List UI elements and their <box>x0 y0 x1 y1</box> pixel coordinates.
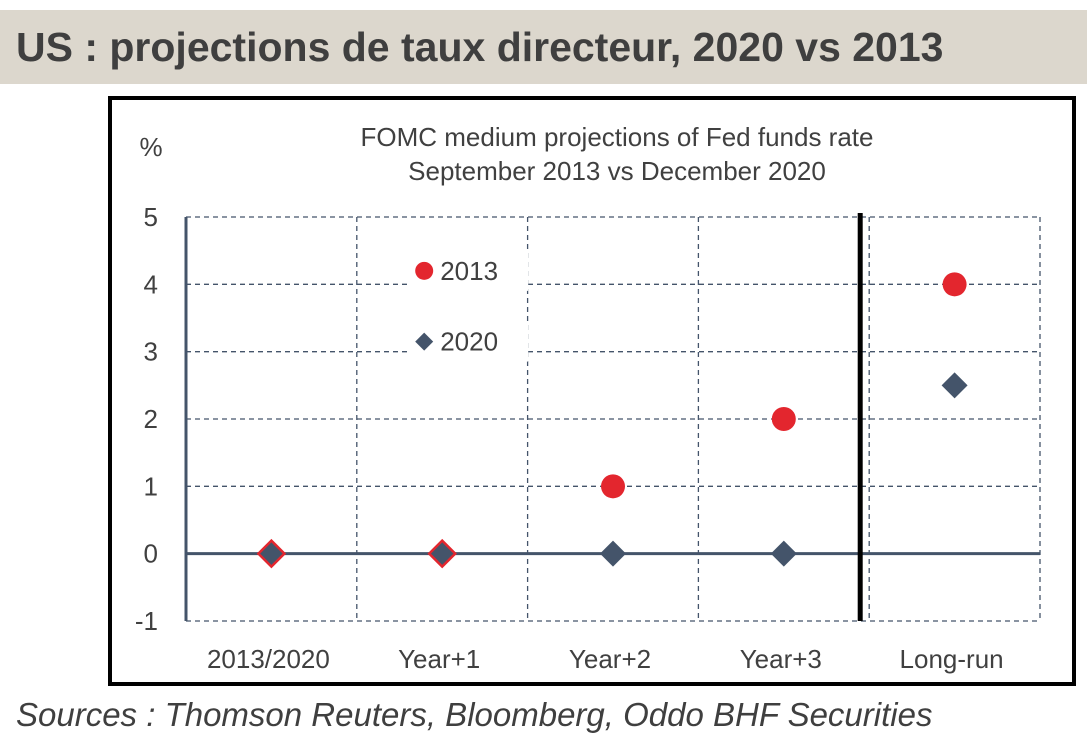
y-tick-label: 2 <box>144 404 158 434</box>
data-point-2020-4 <box>941 372 968 399</box>
chart-frame: FOMC medium projections of Fed funds rat… <box>108 96 1076 686</box>
legend-label-2020: 2020 <box>440 327 498 357</box>
y-tick-label: 3 <box>144 337 158 367</box>
y-tick-label: 4 <box>144 269 158 299</box>
data-marks <box>256 272 968 569</box>
data-point-2020-3 <box>770 540 797 567</box>
x-tick-label: Year+1 <box>398 644 480 674</box>
x-tick-label: 2013/2020 <box>207 644 330 674</box>
y-tick-label: -1 <box>135 606 158 636</box>
data-point-2013-3 <box>771 407 796 431</box>
legend-marker-2013 <box>415 261 434 280</box>
chart: FOMC medium projections of Fed funds rat… <box>135 122 1041 674</box>
y-tick-label: 5 <box>144 202 158 232</box>
chart-legend: 2013 2020 <box>408 250 529 362</box>
page-title: US : projections de taux directeur, 2020… <box>16 24 944 70</box>
x-tick-label: Long-run <box>900 644 1004 674</box>
x-tick-label: Year+2 <box>569 644 651 674</box>
y-tick-label: 1 <box>144 471 158 501</box>
data-point-2013-2 <box>601 474 625 499</box>
tick-labels: -1 0 1 2 3 4 5 2013/2020 Year+1 Year+2 Year+3 Long-… <box>135 202 1004 674</box>
legend-marker-2020 <box>415 332 434 351</box>
chart-title: FOMC medium projections of Fed funds rat… <box>361 122 874 152</box>
sources-note: Sources : Thomson Reuters, Bloomberg, Od… <box>16 696 933 733</box>
data-point-2013-4 <box>942 272 967 297</box>
y-tick-label: 0 <box>144 539 158 569</box>
legend-label-2013: 2013 <box>440 256 498 286</box>
header-band: US : projections de taux directeur, 2020… <box>0 10 1087 84</box>
chart-subtitle: September 2013 vs December 2020 <box>408 156 826 186</box>
x-tick-label: Year+3 <box>740 644 822 674</box>
data-point-2020-0 <box>256 538 287 569</box>
y-axis-unit-label: % <box>139 132 162 162</box>
data-point-2020-1 <box>427 538 457 569</box>
data-point-2020-2 <box>600 540 626 567</box>
